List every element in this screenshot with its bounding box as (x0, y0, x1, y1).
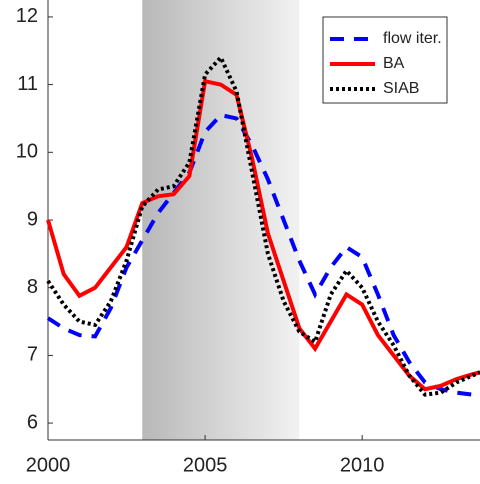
y-tick-label: 6 (27, 411, 38, 433)
shaded-span (142, 0, 300, 440)
x-tick-label: 2005 (183, 454, 228, 476)
x-tick-label: 2010 (340, 454, 385, 476)
y-tick-label: 8 (27, 276, 38, 298)
y-tick-label: 10 (16, 141, 38, 163)
y-tick-label: 12 (16, 5, 38, 27)
y-tick-label: 11 (17, 73, 38, 95)
series-line (46, 112, 480, 398)
x-tick-label: 2000 (26, 454, 71, 476)
y-tick-label: 7 (27, 344, 38, 366)
legend-label: BA (383, 55, 405, 72)
legend-label: SIAB (383, 80, 419, 97)
legend-label: flow iter. (383, 30, 442, 47)
series-line (46, 53, 480, 397)
y-tick-label: 9 (27, 208, 38, 230)
legend: flow iter. BA SIAB (322, 16, 448, 104)
